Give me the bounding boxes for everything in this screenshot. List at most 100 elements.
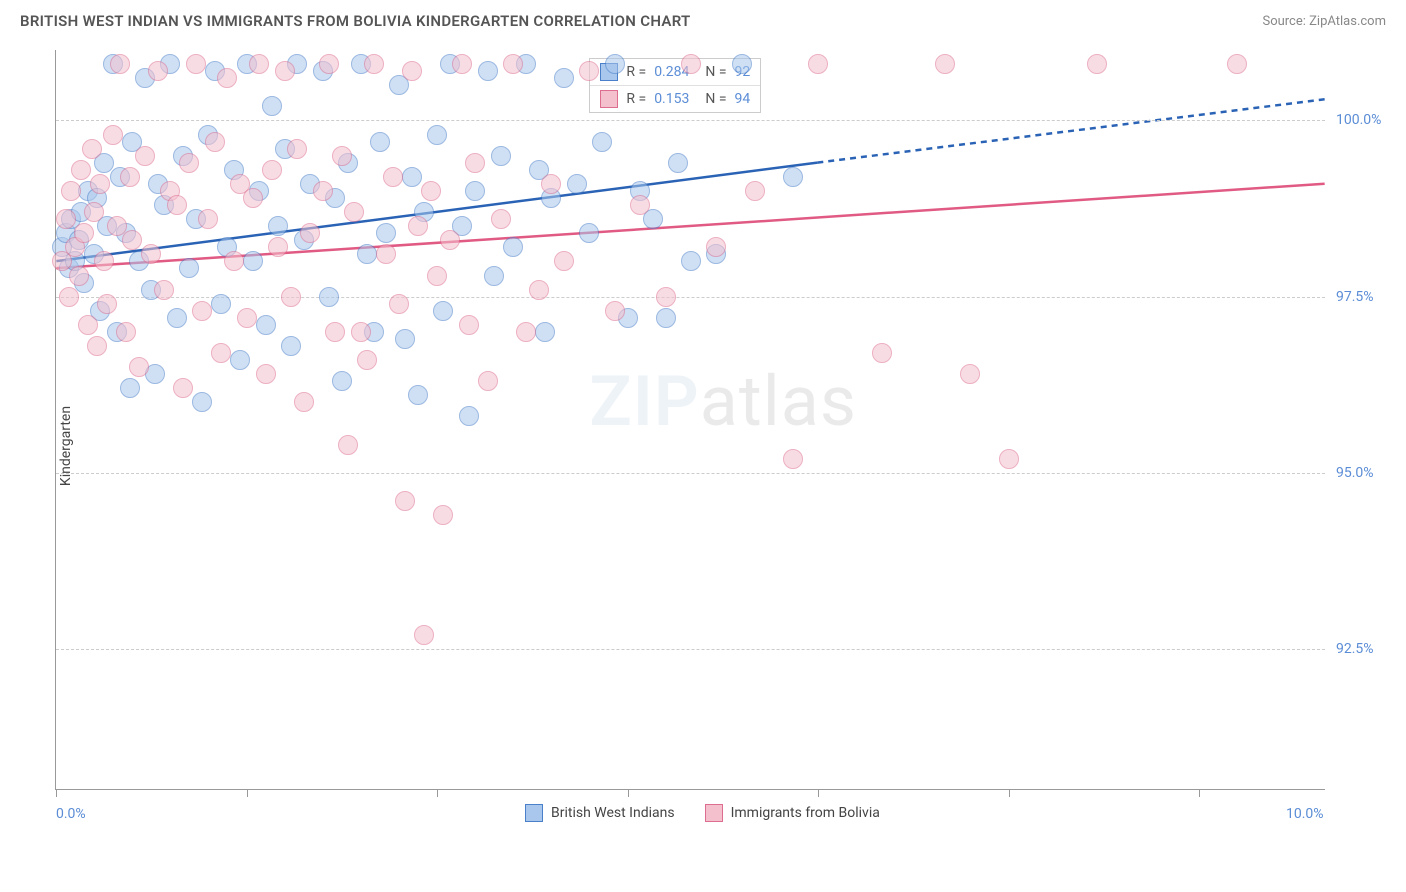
scatter-point-bol [224, 251, 244, 271]
legend-item-bwi: British West Indians [525, 804, 675, 822]
scatter-point-bol [503, 54, 523, 74]
scatter-point-bwi [535, 322, 555, 342]
scatter-point-bol [281, 287, 301, 307]
scatter-point-bol [357, 350, 377, 370]
scatter-point-bwi [783, 167, 803, 187]
scatter-point-bwi [567, 174, 587, 194]
scatter-point-bol [256, 364, 276, 384]
scatter-point-bol [74, 223, 94, 243]
scatter-point-bwi [433, 301, 453, 321]
legend-item-bol: Immigrants from Bolivia [705, 804, 880, 822]
x-tick [818, 789, 819, 797]
scatter-point-bol [630, 195, 650, 215]
scatter-point-bwi [268, 216, 288, 236]
chart-header: BRITISH WEST INDIAN VS IMMIGRANTS FROM B… [0, 0, 1406, 38]
scatter-point-bwi [732, 54, 752, 74]
scatter-point-bwi [465, 181, 485, 201]
scatter-point-bwi [357, 244, 377, 264]
series-legend: British West Indians Immigrants from Boli… [525, 804, 880, 822]
x-tick [56, 789, 57, 797]
scatter-point-bol [192, 301, 212, 321]
scatter-point-bol [681, 54, 701, 74]
x-tick [1199, 789, 1200, 797]
scatter-point-bol [287, 139, 307, 159]
scatter-point-bol [135, 146, 155, 166]
scatter-point-bol [103, 125, 123, 145]
scatter-point-bol [554, 251, 574, 271]
scatter-point-bol [465, 153, 485, 173]
scatter-point-bol [294, 392, 314, 412]
scatter-point-bol [440, 230, 460, 250]
scatter-point-bol [408, 216, 428, 236]
chart-source: Source: ZipAtlas.com [1262, 14, 1386, 29]
scatter-point-bol [167, 195, 187, 215]
scatter-point-bol [605, 301, 625, 321]
gridline [56, 473, 1325, 474]
legend-label: Immigrants from Bolivia [731, 805, 880, 821]
scatter-point-bol [344, 202, 364, 222]
scatter-point-bwi [192, 392, 212, 412]
scatter-point-bol [78, 315, 98, 335]
y-tick-label: 97.5% [1336, 289, 1374, 305]
scatter-point-bwi [243, 251, 263, 271]
scatter-point-bol [421, 181, 441, 201]
scatter-point-bol [459, 315, 479, 335]
gridline [56, 297, 1325, 298]
scatter-point-bwi [179, 258, 199, 278]
scatter-point-bwi [167, 308, 187, 328]
scatter-point-bol [87, 336, 107, 356]
scatter-point-bol [71, 160, 91, 180]
scatter-point-bol [116, 322, 136, 342]
scatter-point-bol [999, 449, 1019, 469]
r-value: 0.153 [654, 91, 689, 107]
scatter-point-bol [275, 61, 295, 81]
legend-swatch-bwi [525, 804, 543, 822]
scatter-point-bol [94, 251, 114, 271]
scatter-point-bwi [605, 54, 625, 74]
x-tick [628, 789, 629, 797]
scatter-point-bwi [230, 350, 250, 370]
scatter-point-bol [122, 230, 142, 250]
scatter-point-bol [120, 167, 140, 187]
scatter-point-bol [313, 181, 333, 201]
scatter-point-bwi [408, 385, 428, 405]
scatter-point-bol [249, 54, 269, 74]
scatter-point-bwi [592, 132, 612, 152]
x-tick [437, 789, 438, 797]
scatter-point-bol [217, 68, 237, 88]
scatter-point-bol [262, 160, 282, 180]
legend-swatch-bol [600, 90, 618, 108]
scatter-point-bol [82, 139, 102, 159]
scatter-point-bol [173, 378, 193, 398]
scatter-point-bwi [120, 378, 140, 398]
watermark: ZIPatlas [589, 361, 857, 443]
x-tick [1009, 789, 1010, 797]
scatter-point-bwi [459, 406, 479, 426]
scatter-point-bol [383, 167, 403, 187]
scatter-point-bwi [402, 167, 422, 187]
scatter-point-bol [452, 54, 472, 74]
legend-label: British West Indians [551, 805, 675, 821]
scatter-point-bol [59, 287, 79, 307]
scatter-point-bol [129, 357, 149, 377]
scatter-point-bwi [484, 266, 504, 286]
y-tick-label: 92.5% [1336, 641, 1374, 657]
scatter-point-bwi [370, 132, 390, 152]
scatter-point-bol [364, 54, 384, 74]
trend-lines-svg [56, 50, 1325, 789]
scatter-point-bol [656, 287, 676, 307]
scatter-point-bol [148, 61, 168, 81]
watermark-atlas: atlas [700, 361, 857, 443]
scatter-point-bwi [478, 61, 498, 81]
scatter-point-bol [268, 237, 288, 257]
scatter-point-bol [427, 266, 447, 286]
legend-swatch-bol [705, 804, 723, 822]
scatter-point-bol [376, 244, 396, 264]
n-label: N = [705, 64, 726, 80]
scatter-point-bol [516, 322, 536, 342]
scatter-point-bol [960, 364, 980, 384]
scatter-point-bol [529, 280, 549, 300]
scatter-plot-area: ZIPatlas R =0.284N =92R =0.153N =94 100.… [55, 50, 1325, 790]
scatter-point-bol [179, 153, 199, 173]
scatter-point-bwi [256, 315, 276, 335]
